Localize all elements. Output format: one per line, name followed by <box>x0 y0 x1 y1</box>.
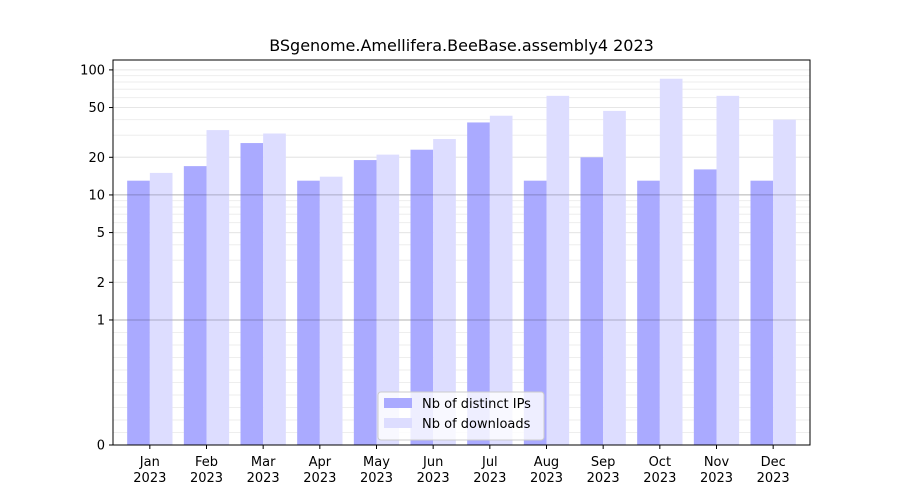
y-tick-label: 1 <box>97 313 105 328</box>
x-tick-label-month: Dec <box>761 455 786 470</box>
bar-distinct-ips-jul <box>467 122 490 445</box>
bar-distinct-ips-sep <box>580 157 604 445</box>
bar-distinct-ips-dec <box>750 180 774 445</box>
x-tick-label-year: 2023 <box>417 471 450 486</box>
y-tick-label: 100 <box>80 63 105 78</box>
legend-label: Nb of downloads <box>422 417 531 432</box>
y-tick-label: 0 <box>97 439 105 454</box>
y-tick-label: 10 <box>88 188 105 203</box>
bar-distinct-ips-aug <box>523 180 547 445</box>
bar-distinct-ips-jan <box>127 180 150 445</box>
bar-distinct-ips-nov <box>693 169 717 445</box>
bar-downloads-aug <box>546 95 570 446</box>
chart-title: BSgenome.Amellifera.BeeBase.assembly4 20… <box>269 36 654 55</box>
bar-downloads-jul <box>489 115 513 445</box>
bar-distinct-ips-feb <box>183 166 207 445</box>
x-tick-label-year: 2023 <box>303 471 336 486</box>
bar-distinct-ips-may <box>353 160 377 445</box>
bar-downloads-jun <box>433 139 456 445</box>
x-tick-label-year: 2023 <box>530 471 563 486</box>
x-tick-label-year: 2023 <box>700 471 733 486</box>
bar-downloads-nov <box>716 95 740 446</box>
bar-distinct-ips-oct <box>637 180 660 445</box>
bar-downloads-feb <box>206 130 230 445</box>
x-tick-label-month: Jan <box>139 455 160 470</box>
y-tick-label: 5 <box>97 226 105 241</box>
bar-downloads-jan <box>149 172 173 445</box>
bar-downloads-may <box>376 154 400 446</box>
x-tick-label-year: 2023 <box>133 471 166 486</box>
legend-box <box>377 391 545 441</box>
legend-swatch <box>384 398 412 408</box>
x-tick-label-month: Oct <box>649 455 671 470</box>
x-tick-label-year: 2023 <box>360 471 393 486</box>
bar-downloads-apr <box>319 176 343 445</box>
bar-distinct-ips-apr <box>297 180 320 445</box>
bar-downloads-sep <box>603 110 626 445</box>
x-tick-label-month: Aug <box>534 455 559 470</box>
bar-downloads-dec <box>773 119 796 446</box>
bar-distinct-ips-jun <box>410 149 434 446</box>
x-tick-label-month: Jul <box>481 455 498 470</box>
legend-swatch <box>384 418 412 428</box>
x-tick-label-month: Feb <box>195 455 218 470</box>
plot-frame <box>112 59 811 446</box>
legend-label: Nb of distinct IPs <box>422 397 531 412</box>
x-tick-label-year: 2023 <box>190 471 223 486</box>
x-tick-label-year: 2023 <box>757 471 790 486</box>
y-tick-label: 2 <box>97 276 105 291</box>
x-tick-label-year: 2023 <box>247 471 280 486</box>
x-tick-label-year: 2023 <box>587 471 620 486</box>
bar-downloads-oct <box>659 78 683 445</box>
x-tick-label-month: Jun <box>422 455 443 470</box>
x-tick-label-year: 2023 <box>643 471 676 486</box>
x-tick-label-month: Sep <box>591 455 616 470</box>
x-tick-label-month: Nov <box>704 455 730 470</box>
bar-downloads-mar <box>263 133 286 445</box>
x-tick-label-month: Apr <box>309 455 332 470</box>
x-tick-label-month: Mar <box>251 455 276 470</box>
y-tick-label: 50 <box>88 101 105 116</box>
y-tick-label: 20 <box>88 151 105 166</box>
bar-distinct-ips-mar <box>240 143 264 445</box>
x-tick-label-year: 2023 <box>473 471 506 486</box>
x-tick-label-month: May <box>363 455 390 470</box>
